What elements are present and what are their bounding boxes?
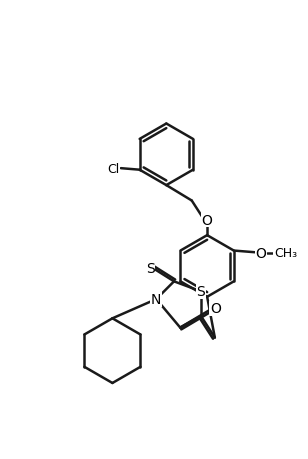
Text: N: N [151, 292, 161, 307]
Text: O: O [210, 302, 221, 316]
Text: O: O [202, 213, 213, 227]
Text: O: O [256, 246, 266, 260]
Text: CH₃: CH₃ [274, 247, 297, 260]
Text: S: S [146, 262, 155, 276]
Text: S: S [197, 285, 205, 299]
Text: Cl: Cl [107, 162, 119, 175]
